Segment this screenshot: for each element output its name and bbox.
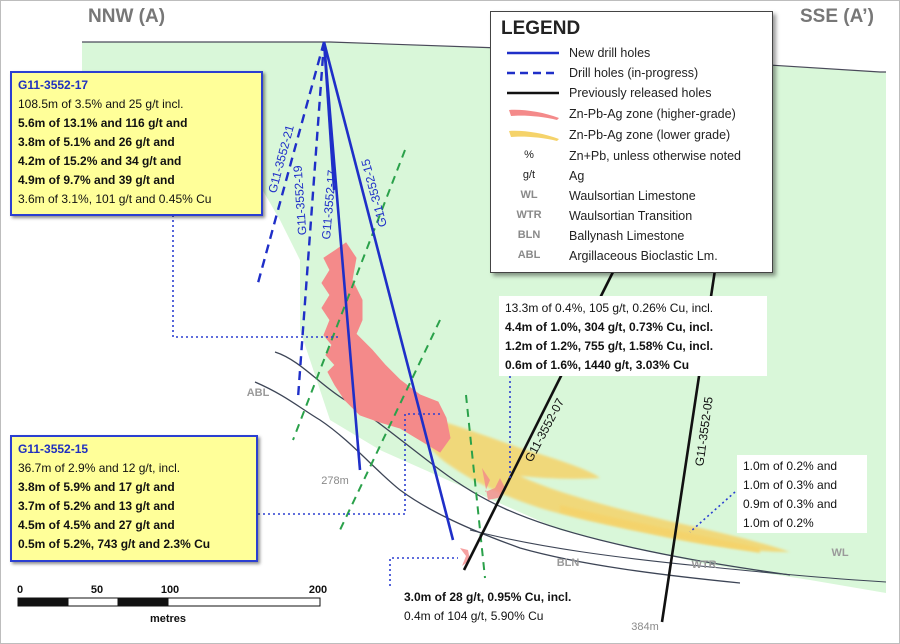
solid-blue-line-icon — [507, 51, 559, 55]
assay-line: 1.2m of 1.2%, 755 g/t, 1.58% Cu, incl. — [505, 339, 714, 353]
lower-grade-zone — [405, 410, 790, 552]
assay-box-hole-17: G11-3552-17 108.5m of 3.5% and 25 g/t in… — [10, 71, 263, 216]
hole-label-17: G11-3552-17 — [319, 169, 339, 240]
assay-line: 3.8m of 5.9% and 17 g/t and — [18, 480, 175, 494]
pink-brush-icon — [509, 109, 559, 120]
assay-line: 0.4m of 104 g/t, 5.90% Cu — [404, 609, 544, 623]
assay-box-hole-05: 1.0m of 0.2% and 1.0m of 0.3% and 0.9m o… — [737, 455, 867, 533]
connector-17 — [172, 215, 340, 338]
depth-label-384: 384m — [631, 621, 659, 633]
depth-label-278: 278m — [321, 475, 349, 487]
legend-abbr: WL — [520, 189, 538, 201]
contact-line-wtr — [469, 529, 887, 583]
legend-item-label: Drill holes (in-progress) — [569, 66, 699, 80]
fault-line-1 — [292, 149, 406, 441]
drill-hole-21 — [256, 41, 326, 284]
assay-line: 4.9m of 9.7% and 39 g/t and — [18, 173, 175, 187]
legend-item-wl: WL Waulsortian Limestone — [491, 186, 774, 206]
legend-item-abl: ABL Argillaceous Bioclastic Lm. — [491, 246, 774, 266]
assay-line: 36.7m of 2.9% and 12 g/t, incl. — [18, 461, 181, 475]
legend-item-new-holes: New drill holes — [491, 43, 774, 63]
legend-item-label: Waulsortian Limestone — [569, 189, 696, 203]
assay-line: 4.4m of 1.0%, 304 g/t, 0.73% Cu, incl. — [505, 320, 714, 334]
connector-05 — [689, 491, 736, 533]
legend-item-holes-in-progress: Drill holes (in-progress) — [491, 63, 774, 83]
assay-line: 0.5m of 5.2%, 743 g/t and 2.3% Cu — [18, 537, 211, 551]
assay-line: 0.6m of 1.6%, 1440 g/t, 3.03% Cu — [505, 358, 690, 372]
legend-item-previous-holes: Previously released holes — [491, 83, 774, 103]
legend-abbr: WTR — [516, 209, 542, 221]
assay-line: 3.6m of 3.1%, 101 g/t and 0.45% Cu — [18, 192, 212, 206]
assay-line: 1.0m of 0.2% and — [743, 459, 838, 473]
section-start-label: NNW (A) — [88, 6, 166, 27]
unit-label-wl: WL — [831, 547, 848, 559]
contact-line-lower — [254, 381, 741, 584]
legend-item-higher-grade: Zn-Pb-Ag zone (higher-grade) — [491, 104, 774, 124]
scale-bar — [17, 597, 321, 607]
assay-line: 4.5m of 4.5% and 27 g/t and — [18, 518, 175, 532]
legend-item-label: Zn+Pb, unless otherwise noted — [569, 149, 741, 163]
connector-bottom — [389, 557, 458, 586]
scale-tick-label: 200 — [308, 584, 328, 596]
legend: LEGEND New drill holes Drill holes (in-p… — [490, 11, 773, 273]
drill-hole-15 — [322, 41, 455, 541]
legend-item-lower-grade: Zn-Pb-Ag zone (lower grade) — [491, 125, 774, 145]
unit-label-bln: BLN — [557, 557, 580, 569]
assay-line: 3.8m of 5.1% and 26 g/t and — [18, 135, 175, 149]
unit-label-abl: ABL — [247, 387, 270, 399]
drill-hole-extra — [322, 41, 336, 191]
assay-line: 4.2m of 15.2% and 34 g/t and — [18, 154, 182, 168]
solid-black-line-icon — [507, 91, 559, 95]
legend-item-label: Zn-Pb-Ag zone (lower grade) — [569, 128, 731, 142]
legend-abbr: % — [524, 149, 534, 161]
scale-tick-label: 0 — [16, 584, 24, 596]
legend-abbr: BLN — [517, 229, 541, 241]
unit-label-wtr: WTR — [691, 559, 716, 571]
legend-title: LEGEND — [501, 18, 581, 39]
legend-item-label: Previously released holes — [569, 86, 712, 100]
legend-item-label: Argillaceous Bioclastic Lm. — [569, 249, 718, 263]
assay-box-title: G11-3552-17 — [18, 78, 89, 92]
legend-item-label: Waulsortian Transition — [569, 209, 693, 223]
legend-item-gpt: g/t Ag — [491, 166, 774, 186]
yellow-brush-icon — [509, 130, 559, 141]
scale-tick-label: 50 — [90, 584, 104, 596]
assay-line: 1.0m of 0.3% and — [743, 478, 838, 492]
assay-box-hole-15: G11-3552-15 36.7m of 2.9% and 12 g/t, in… — [10, 435, 258, 562]
dashed-blue-line-icon — [507, 71, 559, 75]
assay-line: 3.7m of 5.2% and 13 g/t and — [18, 499, 175, 513]
assay-line: 13.3m of 0.4%, 105 g/t, 0.26% Cu, incl. — [505, 301, 714, 315]
legend-item-percent: % Zn+Pb, unless otherwise noted — [491, 146, 774, 166]
hole-label-19: G11-3552-19 — [291, 165, 310, 236]
legend-abbr: ABL — [517, 249, 541, 261]
higher-grade-patch-a — [482, 468, 506, 500]
legend-abbr: g/t — [522, 169, 536, 181]
scale-tick-label: 100 — [160, 584, 180, 596]
legend-item-label: New drill holes — [569, 46, 651, 60]
assay-line: 108.5m of 3.5% and 25 g/t incl. — [18, 97, 184, 111]
assay-box-hole-07: 13.3m of 0.4%, 105 g/t, 0.26% Cu, incl. … — [499, 296, 767, 376]
section-end-label: SSE (A’) — [800, 6, 874, 27]
scale-unit-label: metres — [149, 613, 187, 625]
assay-box-title: G11-3552-15 — [18, 442, 89, 456]
lower-grade-streak — [560, 505, 760, 553]
assay-line: 3.0m of 28 g/t, 0.95% Cu, incl. — [404, 590, 572, 604]
legend-item-bln: BLN Ballynash Limestone — [491, 226, 774, 246]
legend-item-label: Zn-Pb-Ag zone (higher-grade) — [569, 107, 736, 121]
legend-item-label: Ag — [569, 169, 585, 183]
legend-item-wtr: WTR Waulsortian Transition — [491, 206, 774, 226]
fault-line-3 — [465, 394, 486, 579]
assay-line: 1.0m of 0.2% — [743, 516, 814, 530]
fault-line-2 — [339, 319, 441, 531]
assay-line: 0.9m of 0.3% and — [743, 497, 838, 511]
assay-line: 5.6m of 13.1% and 116 g/t and — [18, 116, 188, 130]
legend-item-label: Ballynash Limestone — [569, 229, 685, 243]
assay-box-bottom: 3.0m of 28 g/t, 0.95% Cu, incl. 0.4m of … — [398, 588, 628, 628]
connector-15 — [258, 413, 440, 515]
